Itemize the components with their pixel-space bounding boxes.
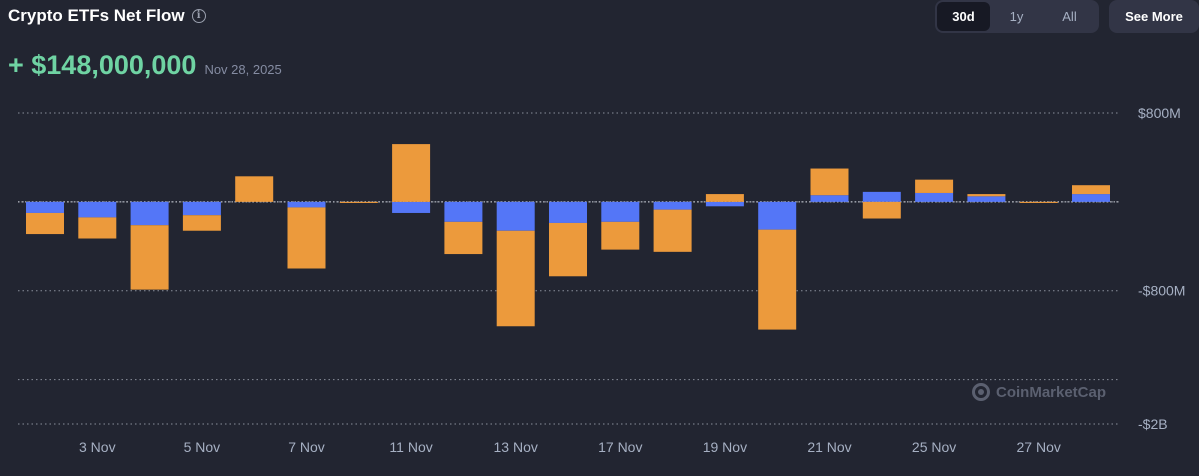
info-icon[interactable]: i — [191, 9, 206, 23]
bar-btc — [601, 221, 640, 250]
summary-row: + $148,000,000 Nov 28, 2025 — [8, 50, 282, 81]
bar-btc — [549, 222, 587, 277]
chart-title: Crypto ETFs Net Flow i — [8, 6, 206, 26]
x-tick-label: 21 Nov — [807, 439, 851, 455]
range-30d-button[interactable]: 30d — [937, 2, 990, 31]
bar-eth — [967, 196, 1006, 202]
bar-btc — [810, 168, 849, 196]
x-tick-label: 17 Nov — [598, 439, 642, 455]
y-tick-label: -$2B — [1138, 416, 1168, 432]
x-tick-label: 7 Nov — [288, 439, 325, 455]
x-tick-label: 5 Nov — [184, 439, 221, 455]
bar-eth — [78, 201, 117, 218]
bar-btc — [26, 212, 64, 235]
bar-eth — [496, 201, 535, 231]
y-tick-label: $800M — [1138, 105, 1181, 121]
bar-eth — [1072, 194, 1110, 202]
bar-eth — [601, 201, 640, 222]
coinmarketcap-watermark: CoinMarketCap — [972, 383, 1106, 401]
bar-eth — [862, 191, 901, 202]
bar-btc — [862, 201, 901, 219]
range-all-button[interactable]: All — [1043, 2, 1096, 31]
bar-btc — [496, 230, 535, 327]
bar-eth — [182, 201, 221, 216]
bar-eth — [549, 201, 587, 223]
bar-btc — [705, 194, 744, 202]
bar-eth — [130, 201, 169, 226]
bar-eth — [915, 192, 954, 202]
x-tick-label: 27 Nov — [1017, 439, 1061, 455]
bar-btc — [182, 215, 221, 231]
bar-eth — [26, 201, 64, 213]
watermark-text: CoinMarketCap — [996, 383, 1107, 401]
bar-btc — [758, 229, 797, 330]
bar-btc — [444, 221, 483, 255]
bar-btc — [235, 176, 274, 202]
bar-btc — [339, 201, 378, 203]
bar-eth — [392, 201, 431, 213]
bar-eth — [810, 195, 849, 202]
see-more-button[interactable]: See More — [1109, 0, 1199, 33]
x-tick-label: 11 Nov — [389, 439, 432, 455]
bar-eth — [705, 201, 744, 207]
bar-btc — [287, 207, 326, 269]
x-tick-label: 13 Nov — [494, 439, 538, 455]
bar-eth — [653, 201, 692, 210]
bar-btc — [1072, 185, 1110, 195]
bar-btc — [915, 179, 954, 193]
bar-eth — [444, 201, 483, 222]
bar-btc — [1019, 201, 1058, 203]
coinmarketcap-logo-icon — [972, 383, 990, 401]
x-tick-label: 3 Nov — [79, 439, 116, 455]
bar-btc — [78, 217, 117, 239]
y-tick-label: -$800M — [1138, 283, 1185, 299]
chart-title-text: Crypto ETFs Net Flow — [8, 6, 185, 25]
bar-btc — [967, 194, 1006, 197]
x-tick-label: 25 Nov — [912, 439, 956, 455]
time-range-selector: 30d 1y All — [935, 0, 1099, 33]
bar-eth — [287, 201, 326, 208]
net-flow-date: Nov 28, 2025 — [204, 62, 282, 77]
bar-btc — [130, 225, 169, 290]
bar-btc — [392, 144, 431, 202]
bar-eth — [758, 201, 797, 230]
net-flow-value: + $148,000,000 — [8, 50, 197, 80]
x-tick-label: 19 Nov — [703, 439, 747, 455]
range-1y-button[interactable]: 1y — [990, 2, 1043, 31]
bar-btc — [653, 209, 692, 252]
